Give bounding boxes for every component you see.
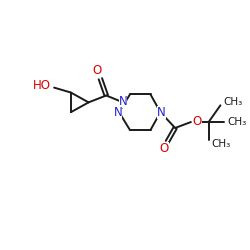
- Text: CH₃: CH₃: [212, 139, 231, 149]
- Text: N: N: [119, 95, 128, 108]
- Text: O: O: [193, 114, 202, 128]
- Text: O: O: [93, 64, 102, 78]
- Text: O: O: [160, 142, 169, 155]
- Text: CH₃: CH₃: [223, 97, 242, 107]
- Text: N: N: [114, 106, 122, 119]
- Text: CH₃: CH₃: [227, 117, 246, 127]
- Text: HO: HO: [33, 79, 51, 92]
- Text: N: N: [157, 106, 166, 119]
